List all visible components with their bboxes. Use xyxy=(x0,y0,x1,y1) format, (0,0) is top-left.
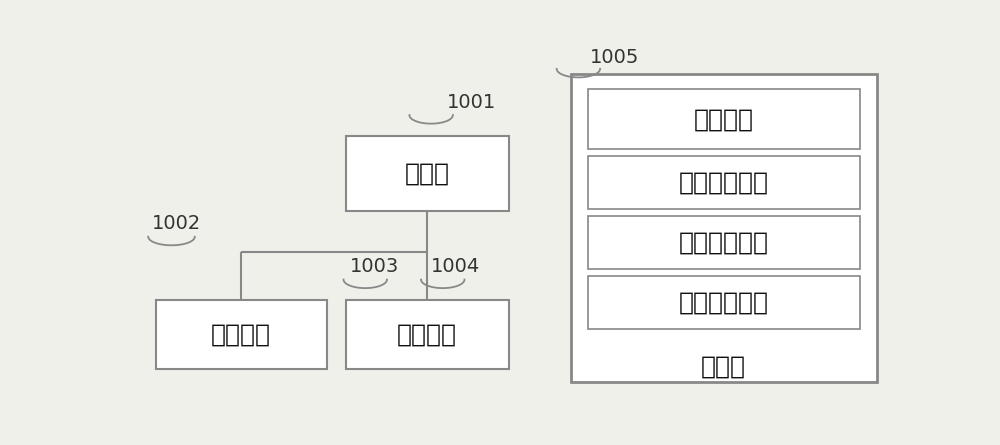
Bar xyxy=(588,156,860,209)
Text: 用户接口: 用户接口 xyxy=(211,322,271,346)
Text: 1005: 1005 xyxy=(590,48,639,67)
Text: 网络通信模块: 网络通信模块 xyxy=(679,171,769,195)
Bar xyxy=(571,74,877,382)
Bar xyxy=(588,216,860,269)
Bar xyxy=(156,300,326,368)
Text: 时限控制程序: 时限控制程序 xyxy=(679,291,769,315)
Text: 存储器: 存储器 xyxy=(701,355,746,379)
Text: 1003: 1003 xyxy=(350,257,399,276)
Text: 处理器: 处理器 xyxy=(405,162,450,185)
Text: 用户接口模块: 用户接口模块 xyxy=(679,231,769,255)
Bar xyxy=(346,300,509,368)
Bar xyxy=(588,276,860,329)
Text: 操作系统: 操作系统 xyxy=(694,107,754,131)
Text: 1002: 1002 xyxy=(152,214,201,233)
Text: 1001: 1001 xyxy=(447,93,496,112)
Text: 1004: 1004 xyxy=(431,257,480,276)
Bar xyxy=(588,89,860,150)
Text: 网络接口: 网络接口 xyxy=(397,322,457,346)
Bar xyxy=(346,136,509,211)
